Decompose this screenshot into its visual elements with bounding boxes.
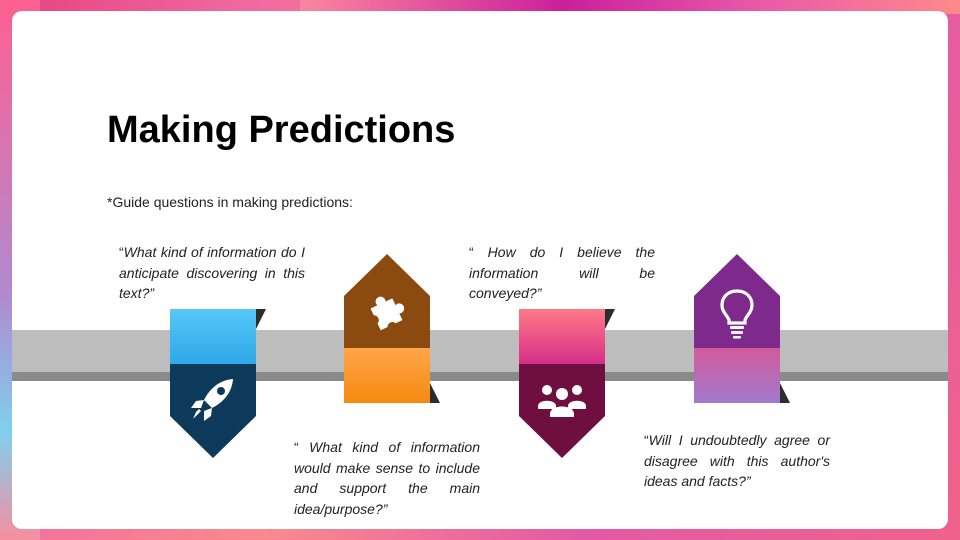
marker-4-fold [780,383,790,403]
marker-4-bottom [694,348,780,403]
marker-3-fold [605,309,615,329]
marker-2-fold [430,383,440,403]
puzzle-icon [368,296,405,333]
marker-1-point [170,416,256,458]
question-3: “ How do I believe the information will … [469,244,655,301]
people-icon [538,385,586,417]
marker-1-fold [256,309,266,329]
timeline-band [12,330,948,372]
slide-card: Making Predictions *Guide questions in m… [12,11,948,529]
marker-3-top [519,309,605,364]
question-4: “Will I undoubtedly agree or disagree wi… [644,432,830,489]
rocket-icon [191,379,233,421]
marker-1-top [170,309,256,364]
question-2: “ What kind of information would make se… [294,439,480,517]
question-2-text: What kind of information would make sens… [294,439,480,517]
question-4-text: Will I undoubtedly agree or disagree wit… [644,432,830,489]
question-1-text: What kind of information do I anticipate… [119,244,305,301]
slide-title: Making Predictions [107,109,456,151]
timeline-band-shadow [12,372,948,381]
question-1: “What kind of information do I anticipat… [119,244,305,301]
marker-2-point [344,254,430,296]
marker-2-bottom [344,348,430,403]
marker-3-point [519,416,605,458]
background-gradient-top [300,0,960,14]
slide-subtitle: *Guide questions in making predictions: [107,194,353,210]
question-3-text: How do I believe the information will be… [469,244,655,301]
lightbulb-icon [720,289,754,339]
marker-4-point [694,254,780,296]
